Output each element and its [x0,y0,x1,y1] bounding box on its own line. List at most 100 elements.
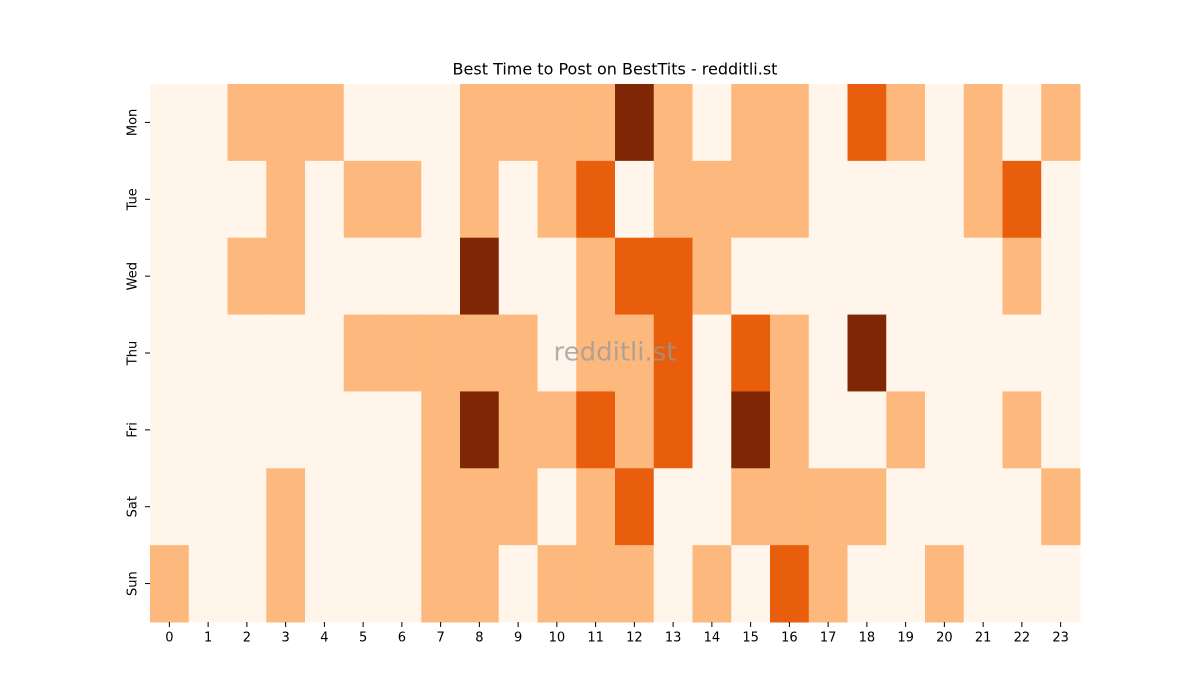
cell [343,545,383,623]
cell [460,314,500,392]
x-tick-label: 0 [165,631,173,646]
cell [770,468,810,546]
cell [421,545,461,623]
cell [343,84,383,162]
cell [343,160,383,239]
cell [770,237,810,316]
cell [653,84,693,162]
cell [227,314,267,392]
cell [382,84,422,162]
cell [925,391,965,469]
cell [537,237,577,316]
cell [808,237,848,316]
cell [615,160,655,239]
cell [498,237,538,316]
cell [421,391,461,469]
x-tick-label: 3 [281,631,289,646]
cell [692,160,732,239]
cell [498,391,538,469]
cell [1041,160,1081,239]
cell [963,314,1003,392]
x-tick-label: 22 [1014,631,1031,646]
cell [963,391,1003,469]
cell [576,160,616,239]
cell [770,391,810,469]
cell [1002,84,1042,162]
cell [808,160,848,239]
x-tick-label: 1 [204,631,212,646]
cell [498,545,538,623]
cell [576,84,616,162]
cell [150,237,190,316]
cell [305,391,345,469]
cell [847,391,887,469]
cell [343,468,383,546]
x-tick-label: 14 [704,631,721,646]
cell [731,84,771,162]
cell [963,84,1003,162]
x-tick-label: 18 [859,631,876,646]
cell [615,237,655,316]
cell [847,545,887,623]
x-tick-label: 9 [514,631,522,646]
cell [1002,237,1042,316]
cell [460,237,500,316]
x-tick-label: 10 [549,631,566,646]
chart-title: Best Time to Post on BestTits - redditli… [453,60,778,79]
cell [498,314,538,392]
cell [731,237,771,316]
cell [305,237,345,316]
cell [615,314,655,392]
cell [266,237,306,316]
cell [847,314,887,392]
y-tick-label: Sun [126,571,141,596]
cell [576,237,616,316]
x-tick-label: 2 [243,631,251,646]
cell [576,391,616,469]
cell [808,391,848,469]
cell [460,391,500,469]
cell [382,545,422,623]
cell [886,314,926,392]
cell [188,84,228,162]
cell [770,545,810,623]
cell [653,314,693,392]
cell [343,314,383,392]
cell [266,84,306,162]
cell [925,84,965,162]
cell [886,237,926,316]
heatmap-cells [150,84,1081,623]
cell [692,468,732,546]
cell [692,391,732,469]
cell [305,160,345,239]
cell [886,84,926,162]
cell [188,545,228,623]
cell [731,314,771,392]
cell [886,545,926,623]
cell [188,160,228,239]
cell [1041,391,1081,469]
cell [925,468,965,546]
cell [227,468,267,546]
cell [653,237,693,316]
cell [382,314,422,392]
cell [188,391,228,469]
cell [498,160,538,239]
cell [460,545,500,623]
cell [150,468,190,546]
cell [925,545,965,623]
cell [150,391,190,469]
cell [847,468,887,546]
cell [731,391,771,469]
cell [266,160,306,239]
cell [421,237,461,316]
cell [653,468,693,546]
cell [731,160,771,239]
cell [498,84,538,162]
cell [382,160,422,239]
x-tick-label: 11 [587,631,604,646]
cell [1002,545,1042,623]
x-tick-label: 16 [781,631,798,646]
cell [808,545,848,623]
cell [925,314,965,392]
